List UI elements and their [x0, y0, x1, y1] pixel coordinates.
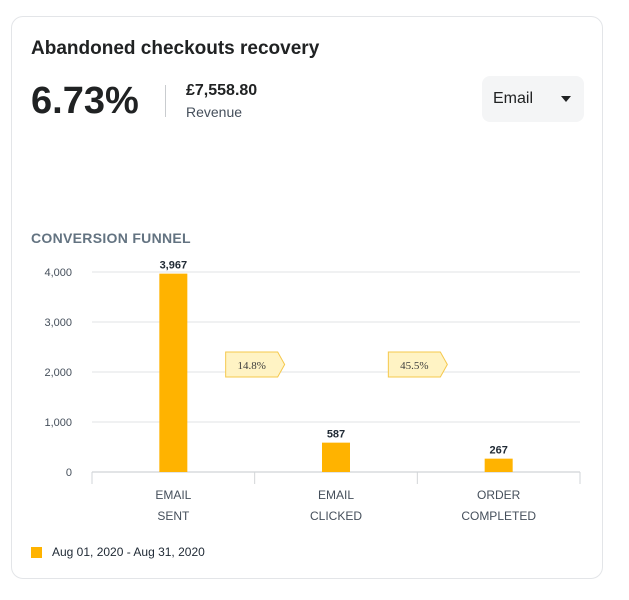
y-tick-label: 4,000: [44, 267, 72, 279]
channel-dropdown[interactable]: Email: [482, 76, 584, 122]
x-category-label: CLICKED: [310, 509, 362, 523]
conversion-rate-badge: [387, 351, 448, 378]
y-tick-label: 2,000: [44, 367, 72, 379]
conversion-rate-label: 45.5%: [400, 360, 428, 372]
conversion-rate-label: 14.8%: [237, 360, 265, 372]
bar-value-label: 3,967: [160, 260, 188, 272]
channel-dropdown-value: Email: [493, 90, 534, 107]
bar-value-label: 587: [327, 429, 345, 441]
caret-down-icon: [561, 96, 571, 102]
legend-swatch: [31, 546, 42, 558]
revenue-value: £7,558.80: [186, 82, 258, 99]
y-tick-label: 0: [66, 467, 72, 479]
x-category-label: ORDER: [477, 488, 521, 502]
bar-layer: [159, 273, 513, 472]
bar-1: [322, 442, 350, 472]
legend-label: Aug 01, 2020 - Aug 31, 2020: [52, 545, 205, 559]
conversion-rate-badge: [225, 351, 286, 378]
x-category-label: SENT: [157, 509, 190, 523]
rate-badge-layer: 14.8% 45.5%: [225, 351, 448, 378]
recovery-rate-metric: 6.73%: [31, 80, 139, 122]
x-category-label: COMPLETED: [461, 509, 536, 523]
bar-2: [484, 458, 513, 472]
bar-value-label: 267: [489, 445, 507, 457]
chart-title: CONVERSION FUNNEL: [31, 230, 191, 246]
metric-divider: [165, 85, 166, 117]
label-layer: 0 1,000 2,000 3,000 4,000 3,967 EMAIL SENT 587 EM…: [44, 260, 536, 523]
x-category-label: EMAIL: [155, 488, 191, 502]
revenue-label: Revenue: [186, 104, 243, 120]
x-category-label: EMAIL: [318, 488, 354, 502]
bar-0: [159, 273, 188, 472]
chart-legend: Aug 01, 2020 - Aug 31, 2020: [31, 545, 205, 559]
y-tick-label: 1,000: [44, 417, 72, 429]
card-title: Abandoned checkouts recovery: [31, 38, 320, 59]
y-tick-label: 3,000: [44, 317, 72, 329]
